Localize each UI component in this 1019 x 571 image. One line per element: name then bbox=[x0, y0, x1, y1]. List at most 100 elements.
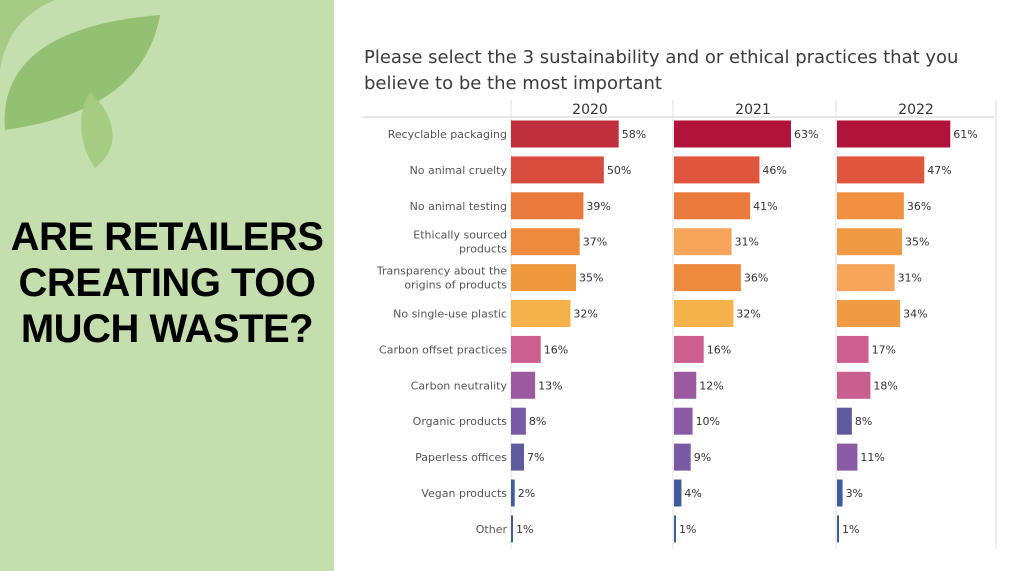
category-label: No animal cruelty bbox=[410, 164, 508, 177]
bar-2022 bbox=[837, 192, 904, 220]
headline-line: MUCH WASTE? bbox=[20, 307, 314, 351]
bar-2021 bbox=[674, 228, 732, 256]
category-label: Recyclable packaging bbox=[388, 128, 507, 141]
bar-2020 bbox=[511, 264, 576, 292]
bar-2020 bbox=[511, 192, 584, 220]
bar-2021 bbox=[674, 371, 697, 399]
year-header-2020: 2020 bbox=[572, 102, 608, 118]
value-label-2021: 46% bbox=[762, 164, 786, 177]
leaf-small-icon bbox=[81, 92, 113, 168]
category-label: Organic products bbox=[413, 415, 508, 428]
value-label-2021: 36% bbox=[744, 272, 768, 285]
value-label-2021: 31% bbox=[735, 236, 759, 249]
value-label-2022: 36% bbox=[907, 200, 931, 213]
bar-2021 bbox=[674, 407, 693, 435]
value-label-2021: 12% bbox=[699, 379, 723, 392]
value-label-2020: 7% bbox=[527, 451, 544, 464]
value-label-2022: 11% bbox=[860, 451, 884, 464]
category-label: Carbon neutrality bbox=[411, 379, 508, 392]
bar-2021 bbox=[674, 443, 691, 471]
year-header-2021: 2021 bbox=[735, 102, 771, 118]
headline-line: ARE RETAILERS bbox=[10, 215, 324, 259]
category-label: Paperless offices bbox=[415, 451, 507, 464]
category-label: Transparency about the bbox=[376, 265, 507, 278]
bar-2020 bbox=[511, 515, 513, 543]
bar-2021 bbox=[674, 335, 704, 363]
value-label-2020: 13% bbox=[538, 379, 562, 392]
category-label: No animal testing bbox=[410, 200, 507, 213]
bar-2022 bbox=[837, 443, 858, 471]
leaf-top-icon bbox=[0, 0, 55, 70]
bar-2022 bbox=[837, 479, 843, 507]
bar-2020 bbox=[511, 156, 604, 184]
value-label-2020: 37% bbox=[583, 236, 607, 249]
bar-2020 bbox=[511, 443, 524, 471]
bar-2022 bbox=[837, 335, 869, 363]
chart-title-line-1: Please select the 3 sustainability and o… bbox=[364, 47, 958, 68]
value-label-2020: 1% bbox=[516, 523, 533, 536]
category-label: Carbon offset practices bbox=[379, 343, 507, 356]
headline-line: CREATING TOO bbox=[18, 261, 316, 305]
chart-title-line-2: believe to be the most important bbox=[364, 73, 662, 94]
bar-2022 bbox=[837, 371, 871, 399]
value-label-2022: 35% bbox=[905, 236, 929, 249]
bar-2021 bbox=[674, 515, 676, 543]
category-label: Vegan products bbox=[421, 487, 507, 500]
bar-2022 bbox=[837, 120, 951, 148]
value-label-2021: 16% bbox=[707, 343, 731, 356]
bar-2020 bbox=[511, 300, 571, 327]
category-label: origins of products bbox=[404, 279, 507, 292]
category-label: Other bbox=[476, 523, 508, 536]
bar-2021 bbox=[674, 156, 760, 184]
value-label-2022: 17% bbox=[872, 343, 896, 356]
bar-2022 bbox=[837, 156, 925, 184]
bar-2022 bbox=[837, 407, 852, 435]
value-label-2020: 8% bbox=[529, 415, 546, 428]
value-label-2022: 18% bbox=[873, 379, 897, 392]
value-label-2022: 8% bbox=[855, 415, 872, 428]
category-label: No single-use plastic bbox=[393, 308, 507, 321]
value-label-2020: 2% bbox=[518, 487, 535, 500]
bar-2021 bbox=[674, 120, 791, 148]
value-label-2022: 47% bbox=[927, 164, 951, 177]
bar-2022 bbox=[837, 264, 895, 292]
bar-2021 bbox=[674, 192, 751, 220]
value-label-2020: 16% bbox=[544, 343, 568, 356]
bar-2021 bbox=[674, 479, 682, 507]
value-label-2022: 1% bbox=[842, 523, 859, 536]
bar-2020 bbox=[511, 407, 526, 435]
value-label-2020: 32% bbox=[573, 308, 597, 321]
value-label-2022: 61% bbox=[953, 128, 977, 141]
headline: ARE RETAILERS CREATING TOO MUCH WASTE? bbox=[0, 214, 334, 352]
category-label: products bbox=[459, 243, 507, 256]
value-label-2021: 9% bbox=[694, 451, 711, 464]
value-label-2020: 35% bbox=[579, 272, 603, 285]
bar-2020 bbox=[511, 479, 515, 507]
value-label-2020: 50% bbox=[607, 164, 631, 177]
chart-panel: Please select the 3 sustainability and o… bbox=[334, 0, 1019, 571]
value-label-2021: 10% bbox=[696, 415, 720, 428]
value-label-2021: 32% bbox=[736, 308, 760, 321]
value-label-2020: 39% bbox=[586, 200, 610, 213]
leaf-large-icon bbox=[4, 15, 161, 130]
bar-2020 bbox=[511, 228, 580, 256]
value-label-2022: 31% bbox=[898, 272, 922, 285]
value-label-2021: 4% bbox=[684, 487, 701, 500]
left-panel: ARE RETAILERS CREATING TOO MUCH WASTE? bbox=[0, 0, 334, 571]
bar-2022 bbox=[837, 515, 839, 543]
bar-2022 bbox=[837, 300, 901, 327]
leaf-decoration bbox=[0, 0, 161, 168]
value-label-2021: 63% bbox=[794, 128, 818, 141]
bar-2020 bbox=[511, 120, 619, 148]
bar-2021 bbox=[674, 264, 741, 292]
value-label-2021: 41% bbox=[753, 200, 777, 213]
chart: Please select the 3 sustainability and o… bbox=[362, 47, 997, 549]
category-label: Ethically sourced bbox=[413, 229, 507, 242]
bar-2020 bbox=[511, 335, 541, 363]
bar-2022 bbox=[837, 228, 902, 256]
value-label-2021: 1% bbox=[679, 523, 696, 536]
value-label-2022: 34% bbox=[903, 308, 927, 321]
value-label-2020: 58% bbox=[622, 128, 646, 141]
year-header-2022: 2022 bbox=[898, 102, 934, 118]
